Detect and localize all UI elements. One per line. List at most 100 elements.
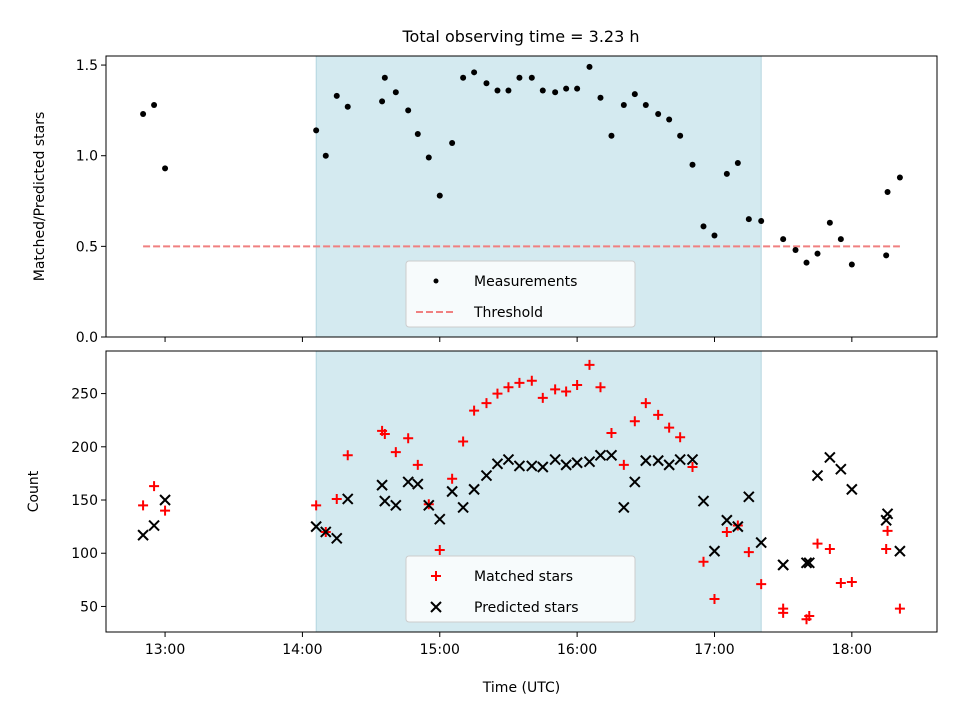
bottom-axes-frame [105,350,938,633]
predicted-star-point [434,513,446,525]
measurement-point [803,259,810,266]
top-series-1 [140,63,903,268]
matched-star-point [721,526,732,537]
top-y-axis-label: Matched/Predicted stars [32,112,48,282]
measurement-point [516,74,523,81]
predicted-star-point [320,526,332,538]
measurement-point [848,261,855,268]
matched-star-point [698,556,709,567]
measurement-point [884,188,891,195]
measurement-point [471,69,478,76]
bottom-y-tick-label: 100 [71,546,98,562]
predicted-star-point [629,476,641,488]
matched-star-point [812,538,823,549]
matched-star-point [584,359,595,370]
top-chart-title: Total observing time = 3.23 h [401,27,639,46]
measurement-point [826,219,833,226]
predicted-star-point [894,545,906,557]
top-y-tick-label: 1.0 [76,149,98,165]
legend-label: Measurements [474,274,577,290]
top-axes-frame [105,55,938,338]
legend-marker-dot [433,278,439,284]
measurement-point [666,116,673,123]
matched-star-point [458,436,469,447]
bottom-series-2 [137,449,906,571]
predicted-star-point [159,494,171,506]
measurement-point [563,85,570,92]
bottom-legend-box [405,555,636,623]
matched-star-point [469,405,480,416]
measurement-point [574,85,581,92]
top-panel: 0.0 0.5 1.0 1.5 Matched/Predicted stars Measu… [32,55,938,346]
matched-star-point [390,447,401,458]
matched-star-point [709,594,720,605]
measurement-point [896,174,903,181]
measurement-point [711,232,718,239]
measurement-point [758,217,765,224]
matched-star-point [561,386,572,397]
matched-star-point [664,422,675,433]
predicted-star-point [846,483,858,496]
matched-star-point [331,493,342,504]
predicted-star-point [800,557,813,569]
matched-star-point [503,382,514,393]
matched-star-point [434,545,445,556]
top-y-tick-label: 1.5 [76,58,98,74]
measurement-point [333,92,340,99]
predicted-star-point [571,457,583,469]
predicted-star-point [148,519,160,532]
matched-star-point [640,398,651,409]
predicted-star-point [824,451,836,464]
matched-star-point [824,543,835,554]
predicted-star-point [310,520,322,533]
legend-marker-x [430,601,442,613]
measurement-point [414,130,421,137]
measurement-point [539,87,546,94]
predicted-star-point [390,499,402,512]
top-legend-box [405,260,636,328]
bottom-y-tick-label: 50 [80,599,98,615]
matched-star-point [882,525,893,536]
predicted-star-point [446,485,458,498]
matched-star-point [537,392,548,403]
matched-star-point [403,433,414,444]
predicted-star-point [376,479,388,491]
top-y-tick-label: 0.0 [76,330,98,346]
measurement-point [505,87,512,94]
predicted-star-point [755,536,767,549]
matched-star-point [160,505,171,516]
predicted-star-point [379,495,391,507]
measurement-point [436,192,443,199]
x-tick-label: 17:00 [694,642,734,658]
predicted-star-point [423,499,435,512]
measurement-point [723,170,730,177]
predicted-star-point [652,454,664,467]
legend-label: Threshold [473,305,543,321]
predicted-star-point [708,545,721,557]
matched-star-point [412,459,423,470]
measurement-point [381,74,388,81]
measurement-point [745,216,752,223]
top-legend: Measurements Threshold [405,260,636,328]
predicted-star-point [137,529,149,541]
matched-star-point [881,543,892,554]
measurement-point [552,89,559,96]
predicted-star-point [549,453,561,466]
bottom-panel: 50 100 150 200 250 13:00 14:00 15:00 16:00 17:00 1… [26,350,938,696]
measurement-point [700,223,707,230]
legend-label: Predicted stars [474,600,579,616]
measurement-point [313,127,320,134]
predicted-star-point [526,460,538,472]
x-axis-label: Time (UTC) [482,680,560,696]
predicted-star-point [674,453,686,466]
measurement-point [392,89,399,96]
predicted-star-point [513,460,526,472]
x-tick-label: 18:00 [832,642,872,658]
predicted-star-point [743,491,755,503]
predicted-star-point [663,459,675,471]
predicted-star-point [721,514,733,526]
matched-star-point [447,473,458,484]
matched-star-point [756,579,767,590]
predicted-star-point [618,501,630,514]
matched-star-point [550,384,561,395]
